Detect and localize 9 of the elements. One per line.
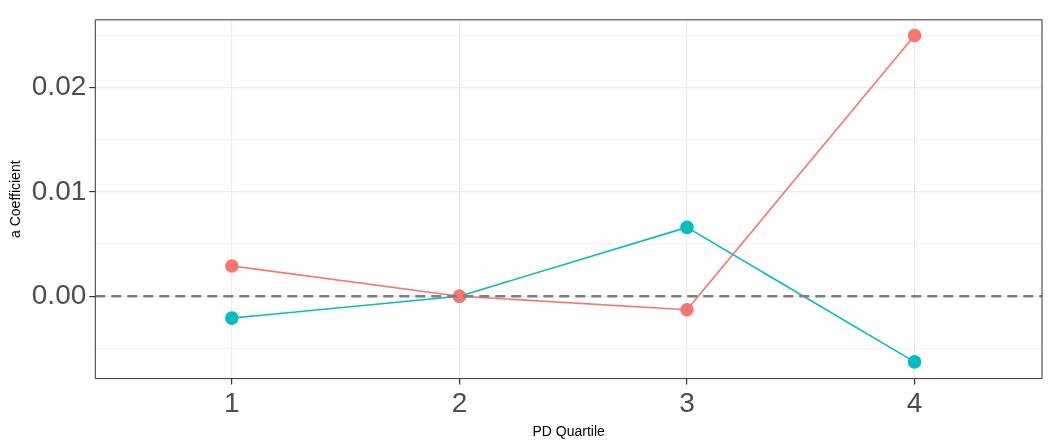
y-tick-label: 0.01 <box>31 174 87 206</box>
y-axis-title: a Coefficient <box>7 160 24 238</box>
y-tick-label: 0.00 <box>31 278 87 310</box>
x-tick-label: 1 <box>224 387 240 419</box>
x-tick-label: 3 <box>679 387 695 419</box>
x-axis-title: PD Quartile <box>532 423 606 440</box>
x-tick-label: 2 <box>451 387 468 419</box>
x-tick-label: 4 <box>906 387 923 419</box>
y-tick-label: 0.02 <box>31 70 87 102</box>
